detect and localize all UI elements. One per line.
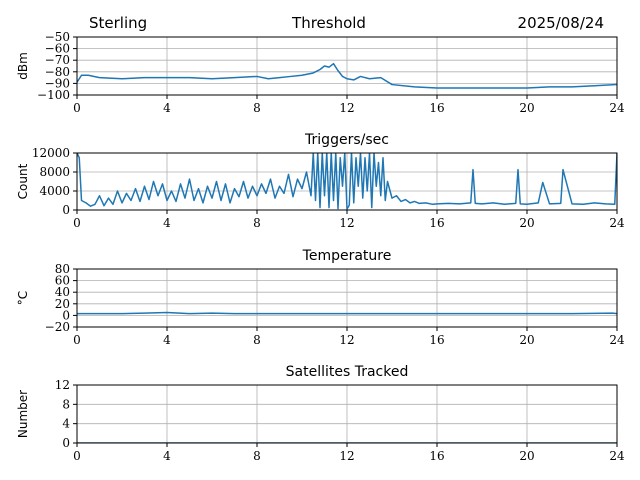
y-tick-label: 0 bbox=[62, 203, 70, 217]
chart-panel-1: 0 4 8 12 16 20 24 −100−90−80−70−60−50 dBm bbox=[16, 30, 625, 115]
chart-panel-4: 0 4 8 12 16 20 24 0 4 8 12 Satellites Tracked Number bbox=[16, 364, 625, 463]
header-location: Sterling bbox=[89, 14, 147, 32]
y-tick-label: 4000 bbox=[39, 184, 70, 198]
x-tick-label: 16 bbox=[429, 216, 444, 230]
y-axis-label: Number bbox=[16, 390, 30, 438]
x-tick-label: 4 bbox=[163, 449, 171, 463]
y-tick-label: 0 bbox=[62, 436, 70, 450]
y-tick-label: 4 bbox=[62, 417, 70, 431]
y-tick-label: 8 bbox=[62, 397, 70, 411]
y-tick-label: 12 bbox=[55, 378, 70, 392]
y-tick-label: −50 bbox=[45, 30, 70, 44]
x-tick-label: 8 bbox=[253, 101, 261, 115]
x-tick-label: 16 bbox=[429, 101, 444, 115]
header-date: 2025/08/24 bbox=[518, 14, 604, 32]
x-tick-label: 0 bbox=[73, 449, 81, 463]
x-tick-label: 8 bbox=[253, 449, 261, 463]
x-tick-label: 20 bbox=[519, 101, 534, 115]
y-axis-label: dBm bbox=[16, 52, 30, 80]
y-tick-label: 40 bbox=[55, 285, 70, 299]
x-tick-label: 0 bbox=[73, 333, 81, 347]
x-tick-label: 24 bbox=[609, 333, 625, 347]
x-tick-label: 12 bbox=[339, 216, 354, 230]
x-tick-label: 20 bbox=[519, 216, 534, 230]
y-tick-label: −90 bbox=[45, 76, 70, 90]
series-line bbox=[77, 62, 617, 89]
chart-panel-2: 0 4 8 12 16 20 24 0 4000 8000 12000 Triggers/sec Cou… bbox=[16, 132, 625, 230]
header-title: Threshold bbox=[291, 14, 366, 32]
x-tick-label: 0 bbox=[73, 216, 81, 230]
chart-title: Triggers/sec bbox=[304, 132, 389, 148]
x-tick-label: 4 bbox=[163, 101, 171, 115]
y-tick-label: 8000 bbox=[39, 165, 70, 179]
x-tick-label: 4 bbox=[163, 333, 171, 347]
chart-title: Satellites Tracked bbox=[286, 364, 409, 380]
y-tick-label: 60 bbox=[55, 274, 70, 288]
y-tick-label: −20 bbox=[45, 320, 70, 334]
x-tick-label: 24 bbox=[609, 216, 625, 230]
y-tick-label: 12000 bbox=[32, 146, 70, 160]
x-tick-label: 12 bbox=[339, 449, 354, 463]
y-tick-label: −70 bbox=[45, 53, 70, 67]
series-line bbox=[77, 153, 617, 210]
x-tick-label: 20 bbox=[519, 449, 534, 463]
x-tick-label: 8 bbox=[253, 216, 261, 230]
x-tick-label: 16 bbox=[429, 449, 444, 463]
x-tick-label: 8 bbox=[253, 333, 261, 347]
x-tick-label: 24 bbox=[609, 449, 625, 463]
y-tick-label: −100 bbox=[37, 88, 70, 102]
x-tick-label: 24 bbox=[609, 101, 625, 115]
chart-title: Temperature bbox=[302, 248, 392, 264]
x-tick-label: 16 bbox=[429, 333, 444, 347]
y-axis-label: Count bbox=[16, 163, 30, 199]
x-tick-label: 0 bbox=[73, 101, 81, 115]
y-tick-label: −80 bbox=[45, 65, 70, 79]
x-tick-label: 20 bbox=[519, 333, 534, 347]
y-tick-label: 80 bbox=[55, 262, 70, 276]
x-tick-label: 4 bbox=[163, 216, 171, 230]
y-tick-label: −60 bbox=[45, 42, 70, 56]
y-tick-label: 0 bbox=[62, 308, 70, 322]
series-line bbox=[77, 311, 617, 315]
y-axis-label: °C bbox=[16, 291, 30, 305]
y-tick-label: 20 bbox=[55, 297, 70, 311]
x-tick-label: 12 bbox=[339, 333, 354, 347]
x-tick-label: 12 bbox=[339, 101, 354, 115]
